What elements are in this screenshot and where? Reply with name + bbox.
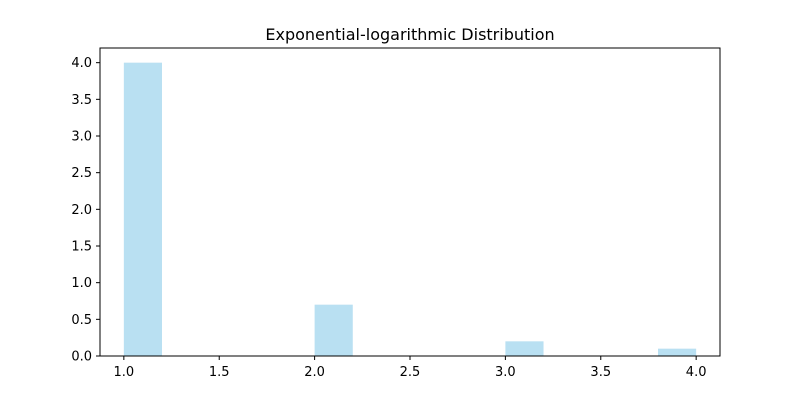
chart-title: Exponential-logarithmic Distribution	[265, 25, 554, 44]
histogram-bar	[123, 62, 162, 357]
x-tick-label: 4.0	[686, 365, 707, 380]
y-tick-label: 1.0	[71, 276, 92, 291]
y-tick-label: 0.0	[71, 350, 92, 365]
y-tick-label: 2.0	[71, 203, 92, 218]
histogram-bar	[505, 341, 544, 356]
y-tick-label: 3.5	[71, 93, 92, 108]
y-tick-label: 0.5	[71, 313, 92, 328]
x-tick-label: 2.5	[400, 365, 421, 380]
histogram-bar	[314, 304, 353, 356]
histogram-bar	[658, 348, 697, 356]
axes-layer: 1.0 1.5 2.0 2.5 3.0 3.5 4.0 0.0 0.5 1.0 1.5 2.0 2.5 3…	[71, 47, 721, 380]
x-tick-label: 3.5	[590, 365, 611, 380]
x-tick-label: 3.0	[495, 365, 516, 380]
x-tick-label: 1.0	[114, 365, 135, 380]
x-tick-label: 1.5	[209, 365, 230, 380]
plot-frame	[99, 47, 721, 357]
x-tick-label: 2.0	[304, 365, 325, 380]
y-tick-label: 2.5	[71, 166, 92, 181]
y-tick-label: 4.0	[71, 56, 92, 71]
y-tick-label: 3.0	[71, 130, 92, 145]
y-tick-label: 1.5	[71, 240, 92, 255]
bars-layer	[123, 62, 697, 357]
